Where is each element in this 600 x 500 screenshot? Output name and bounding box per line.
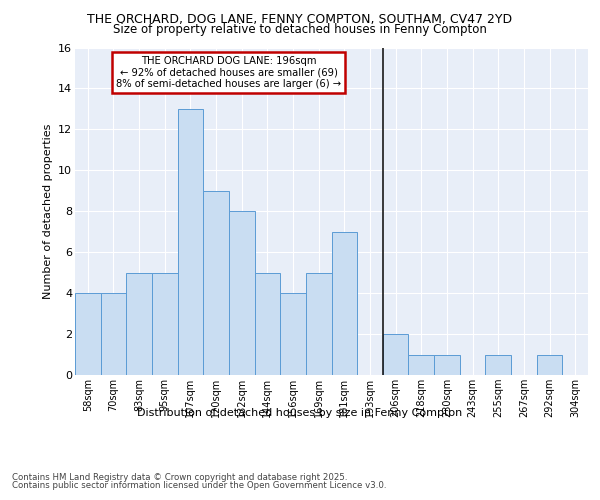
Bar (254, 272, 280, 375)
Bar (409, 354, 434, 375)
Bar (75, 293, 101, 375)
Bar (434, 354, 460, 375)
Text: THE ORCHARD, DOG LANE, FENNY COMPTON, SOUTHAM, CV47 2YD: THE ORCHARD, DOG LANE, FENNY COMPTON, SO… (88, 12, 512, 26)
Bar (178, 109, 203, 375)
Bar (306, 272, 331, 375)
Text: Contains HM Land Registry data © Crown copyright and database right 2025.: Contains HM Land Registry data © Crown c… (12, 472, 347, 482)
Text: Size of property relative to detached houses in Fenny Compton: Size of property relative to detached ho… (113, 22, 487, 36)
Y-axis label: Number of detached properties: Number of detached properties (43, 124, 53, 299)
Text: THE ORCHARD DOG LANE: 196sqm
← 92% of detached houses are smaller (69)
8% of sem: THE ORCHARD DOG LANE: 196sqm ← 92% of de… (116, 56, 341, 89)
Bar (203, 191, 229, 375)
Bar (280, 293, 306, 375)
Bar (127, 272, 152, 375)
Text: Distribution of detached houses by size in Fenny Compton: Distribution of detached houses by size … (137, 408, 463, 418)
Bar (229, 211, 254, 375)
Bar (101, 293, 127, 375)
Bar (537, 354, 562, 375)
Bar (331, 232, 357, 375)
Text: Contains public sector information licensed under the Open Government Licence v3: Contains public sector information licen… (12, 482, 386, 490)
Bar (485, 354, 511, 375)
Bar (383, 334, 409, 375)
Bar (152, 272, 178, 375)
